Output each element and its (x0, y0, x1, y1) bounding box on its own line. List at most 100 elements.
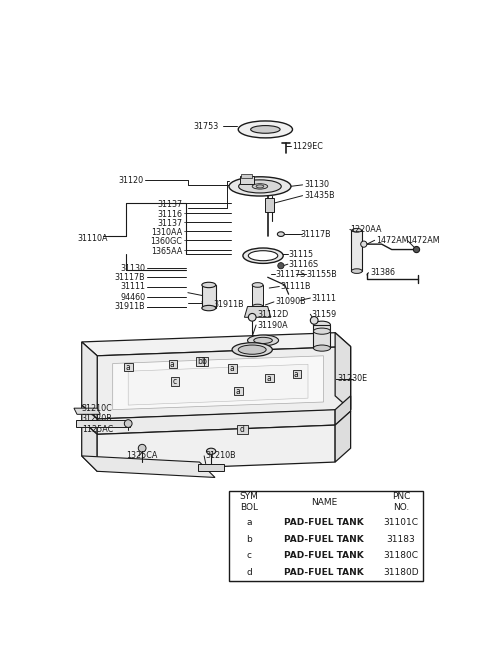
Text: 31130: 31130 (120, 263, 145, 272)
Text: a: a (246, 517, 252, 527)
Ellipse shape (251, 126, 280, 133)
Text: 31137: 31137 (157, 219, 182, 228)
Bar (241, 174, 252, 178)
Text: 94460: 94460 (120, 293, 145, 302)
Text: 1125AC: 1125AC (82, 425, 113, 434)
Ellipse shape (248, 251, 278, 261)
Text: 1325CA: 1325CA (127, 451, 158, 460)
Text: 31911B: 31911B (214, 300, 244, 309)
Text: 31116S: 31116S (288, 259, 319, 269)
Text: 1220AA: 1220AA (350, 225, 382, 234)
Ellipse shape (202, 305, 216, 310)
Text: 31110A: 31110A (77, 234, 108, 243)
Polygon shape (335, 396, 350, 425)
Text: NAME: NAME (311, 498, 337, 506)
Text: PAD-FUEL TANK: PAD-FUEL TANK (284, 552, 364, 561)
Text: 31180D: 31180D (383, 569, 419, 578)
Bar (198, 464, 224, 472)
Text: 31115: 31115 (288, 250, 314, 259)
Text: 31117S: 31117S (276, 270, 306, 278)
Text: 31112D: 31112D (258, 310, 289, 319)
Bar (171, 377, 180, 386)
Text: 31183: 31183 (386, 534, 415, 544)
Ellipse shape (238, 345, 266, 354)
Circle shape (138, 444, 146, 452)
Text: 1472AM: 1472AM (407, 236, 440, 245)
Ellipse shape (229, 177, 291, 196)
Ellipse shape (238, 121, 292, 138)
Polygon shape (335, 411, 350, 462)
Bar (202, 285, 216, 308)
Text: 31090B: 31090B (276, 297, 306, 307)
Text: 31911B: 31911B (115, 302, 145, 311)
Ellipse shape (202, 282, 216, 288)
Bar (252, 285, 263, 307)
Ellipse shape (254, 337, 272, 343)
Text: 31120: 31120 (119, 176, 144, 185)
Ellipse shape (277, 232, 284, 236)
Bar (200, 358, 208, 365)
Bar (124, 363, 133, 371)
Text: 31130: 31130 (304, 180, 329, 189)
Polygon shape (82, 456, 215, 477)
Bar (229, 491, 423, 582)
Bar (237, 425, 248, 434)
Text: 31111: 31111 (312, 293, 337, 303)
Circle shape (124, 420, 132, 428)
Circle shape (311, 316, 318, 324)
Polygon shape (335, 333, 350, 409)
Circle shape (360, 241, 367, 247)
Circle shape (278, 263, 284, 269)
Bar (228, 364, 237, 373)
Text: 1472AM: 1472AM (376, 236, 409, 245)
Text: 31101C: 31101C (384, 517, 419, 527)
Ellipse shape (252, 283, 263, 288)
Text: 31111B: 31111B (281, 282, 312, 291)
Text: d: d (246, 569, 252, 578)
Ellipse shape (232, 343, 272, 356)
Text: a: a (267, 373, 272, 383)
Bar (168, 360, 177, 368)
Text: d: d (240, 425, 245, 434)
Text: 31111: 31111 (120, 282, 145, 291)
Bar (351, 231, 362, 271)
Text: 31137: 31137 (157, 200, 182, 210)
Polygon shape (82, 342, 97, 419)
Bar (240, 176, 254, 184)
Text: 1365AA: 1365AA (151, 246, 182, 255)
Circle shape (413, 246, 420, 253)
Ellipse shape (352, 229, 361, 233)
Bar (196, 358, 204, 365)
Bar (313, 325, 330, 348)
Text: 31155B: 31155B (306, 270, 337, 278)
Polygon shape (128, 364, 308, 405)
Ellipse shape (252, 304, 263, 309)
Polygon shape (82, 333, 350, 356)
Ellipse shape (252, 183, 268, 189)
Polygon shape (97, 409, 335, 434)
Text: PNC
NO.: PNC NO. (392, 493, 410, 512)
Polygon shape (113, 356, 324, 409)
Text: 31159: 31159 (312, 310, 337, 319)
Polygon shape (244, 307, 271, 317)
Ellipse shape (206, 448, 216, 455)
Text: 1360GC: 1360GC (151, 237, 182, 246)
Text: 31117B: 31117B (115, 272, 145, 282)
Ellipse shape (351, 269, 362, 273)
Bar (75, 421, 130, 426)
Bar (264, 198, 274, 212)
Text: 31386: 31386 (370, 268, 395, 277)
Text: a: a (170, 360, 175, 369)
Text: PAD-FUEL TANK: PAD-FUEL TANK (284, 534, 364, 544)
Ellipse shape (239, 180, 281, 193)
Text: 31180C: 31180C (384, 552, 419, 561)
Ellipse shape (313, 328, 330, 334)
Text: a: a (236, 386, 240, 396)
Ellipse shape (313, 345, 330, 351)
Polygon shape (82, 405, 97, 434)
Ellipse shape (313, 321, 330, 329)
Text: 1310AA: 1310AA (151, 228, 182, 237)
Text: 31116: 31116 (157, 210, 182, 219)
Text: a: a (229, 364, 234, 373)
Ellipse shape (248, 335, 278, 346)
